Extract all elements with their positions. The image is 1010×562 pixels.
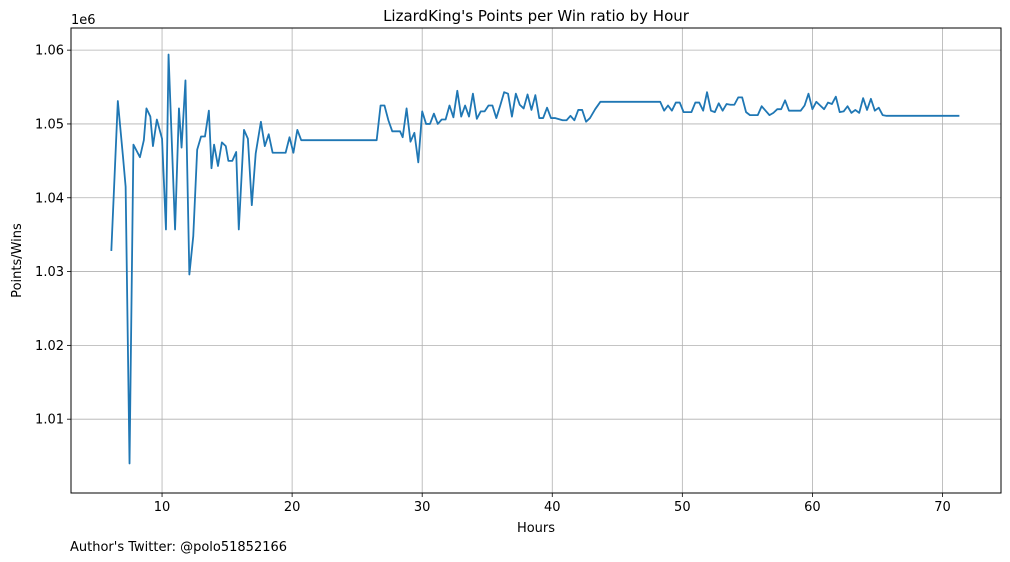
y-axis-title: Points/Wins — [10, 223, 25, 298]
x-tick-label: 40 — [544, 500, 561, 515]
y-tick-label: 1.02 — [35, 339, 64, 354]
x-axis: 10 20 30 40 50 60 70 — [154, 493, 951, 515]
y-axis: 1.01 1.02 1.03 1.04 1.05 1.06 — [35, 44, 71, 428]
y-tick-label: 1.04 — [35, 191, 64, 206]
plot-frame — [70, 27, 1002, 494]
y-axis-offset-label: 1e6 — [71, 13, 96, 28]
chart-title: LizardKing's Points per Win ratio by Hou… — [383, 7, 690, 25]
x-tick-label: 60 — [804, 500, 821, 515]
x-tick-label: 10 — [154, 500, 171, 515]
y-tick-label: 1.05 — [35, 117, 64, 132]
x-tick-label: 20 — [284, 500, 301, 515]
y-tick-label: 1.06 — [35, 44, 64, 59]
y-tick-label: 1.03 — [35, 265, 64, 280]
y-tick-label: 1.01 — [35, 413, 64, 428]
author-twitter-note: Author's Twitter: @polo51852166 — [70, 540, 287, 555]
x-axis-title: Hours — [517, 521, 555, 536]
x-tick-label: 50 — [674, 500, 691, 515]
series-layer — [110, 53, 960, 465]
x-tick-label: 30 — [414, 500, 431, 515]
series-line — [110, 53, 960, 465]
x-tick-label: 70 — [934, 500, 951, 515]
